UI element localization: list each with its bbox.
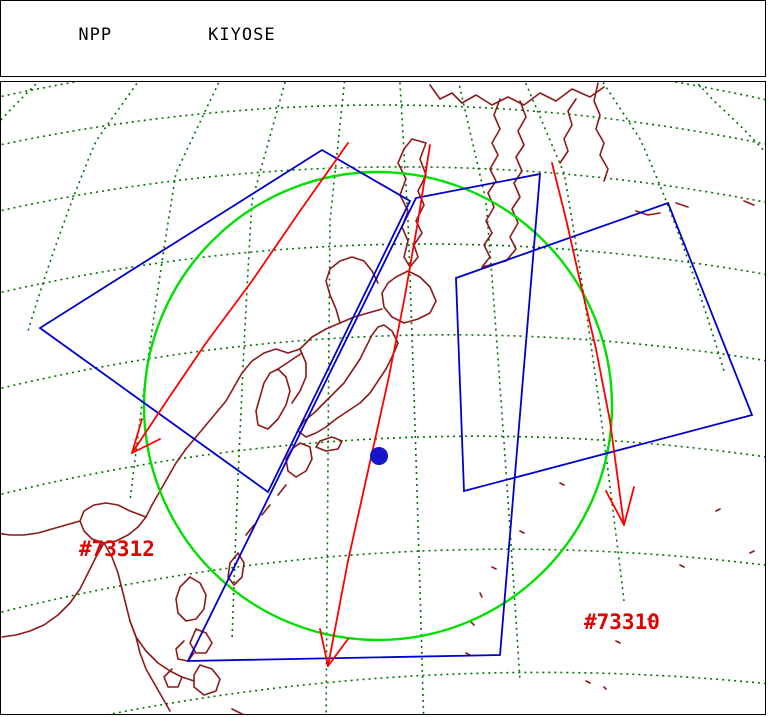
map-graphics bbox=[1, 82, 765, 714]
track-line-73312 bbox=[131, 142, 349, 454]
map-canvas[interactable]: #73312 #73311 #73310 bbox=[0, 81, 766, 715]
graticule-grid bbox=[1, 82, 765, 714]
track-line-73310 bbox=[551, 162, 625, 526]
track-label-73310[interactable]: #73310 bbox=[584, 610, 660, 634]
swath-73310 bbox=[455, 201, 754, 493]
ground-tracks bbox=[131, 142, 635, 667]
track-line-73311 bbox=[327, 144, 431, 667]
swath-73311 bbox=[186, 172, 541, 662]
visibility-circle bbox=[142, 170, 614, 642]
track-label-73312[interactable]: #73312 bbox=[79, 537, 155, 561]
track-arrowhead-73312 bbox=[131, 418, 161, 454]
swath-polygons bbox=[38, 148, 754, 662]
coastlines bbox=[1, 82, 755, 714]
swath-73312 bbox=[38, 148, 412, 494]
satellite-name: NPP bbox=[78, 25, 113, 45]
track-arrowhead-73311 bbox=[319, 628, 349, 667]
header-title-row: NPP KIYOSE bbox=[11, 5, 276, 65]
station-name: KIYOSE bbox=[208, 25, 276, 45]
station-marker-kiyose[interactable] bbox=[370, 447, 388, 465]
track-arrowhead-73310 bbox=[605, 486, 635, 526]
